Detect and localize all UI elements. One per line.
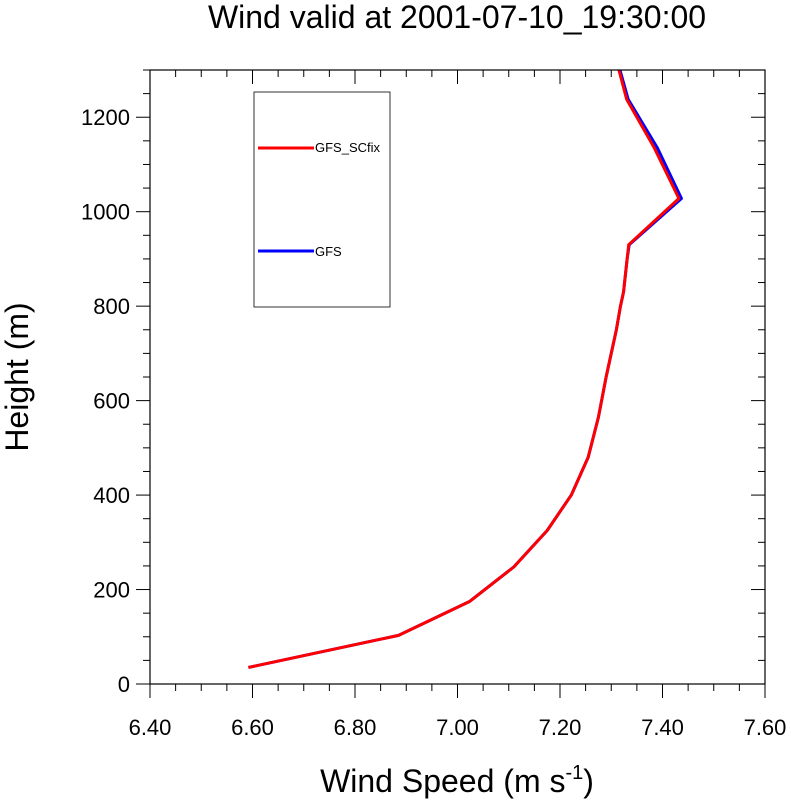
- y-tick-label: 800: [93, 294, 130, 319]
- axis-ticks: [136, 69, 766, 698]
- y-tick-label: 1000: [81, 200, 130, 225]
- y-tick-label: 600: [93, 389, 130, 414]
- legend: GFS_SCfix GFS: [253, 91, 391, 308]
- chart-title: Wind valid at 2001-07-10_19:30:00: [208, 0, 706, 35]
- x-tick-label: 7.40: [641, 715, 684, 740]
- x-tick-label: 6.60: [231, 715, 274, 740]
- x-tick-label: 7.00: [436, 715, 479, 740]
- x-axis-label-close: ): [583, 763, 594, 799]
- x-tick-label: 7.60: [744, 715, 787, 740]
- plot-frame: [149, 69, 766, 685]
- y-tick-label: 400: [93, 483, 130, 508]
- series-lines: [248, 69, 683, 669]
- y-axis-label: Height (m): [0, 302, 35, 451]
- series-line-gfs: [248, 69, 683, 669]
- y-tick-label: 1200: [81, 105, 130, 130]
- x-axis-label-superscript: -1: [565, 762, 583, 784]
- legend-label-gfs-scfix: GFS_SCfix: [315, 140, 381, 155]
- legend-label-gfs: GFS: [315, 244, 342, 259]
- y-tick-label: 200: [93, 578, 130, 603]
- legend-box: [253, 91, 391, 308]
- x-axis-label-base: Wind Speed (m s: [320, 763, 565, 799]
- x-axis-label: Wind Speed (m s-1): [320, 762, 594, 799]
- y-tick-label: 0: [118, 672, 130, 697]
- x-tick-label: 6.40: [129, 715, 172, 740]
- x-tick-label: 6.80: [334, 715, 377, 740]
- series-line-gfs-scfix: [248, 69, 681, 669]
- x-tick-label: 7.20: [539, 715, 582, 740]
- axis-tick-labels: 6.40 6.60 6.80 7.00 7.20 7.40 7.60 0 200 400 600 80…: [81, 105, 786, 740]
